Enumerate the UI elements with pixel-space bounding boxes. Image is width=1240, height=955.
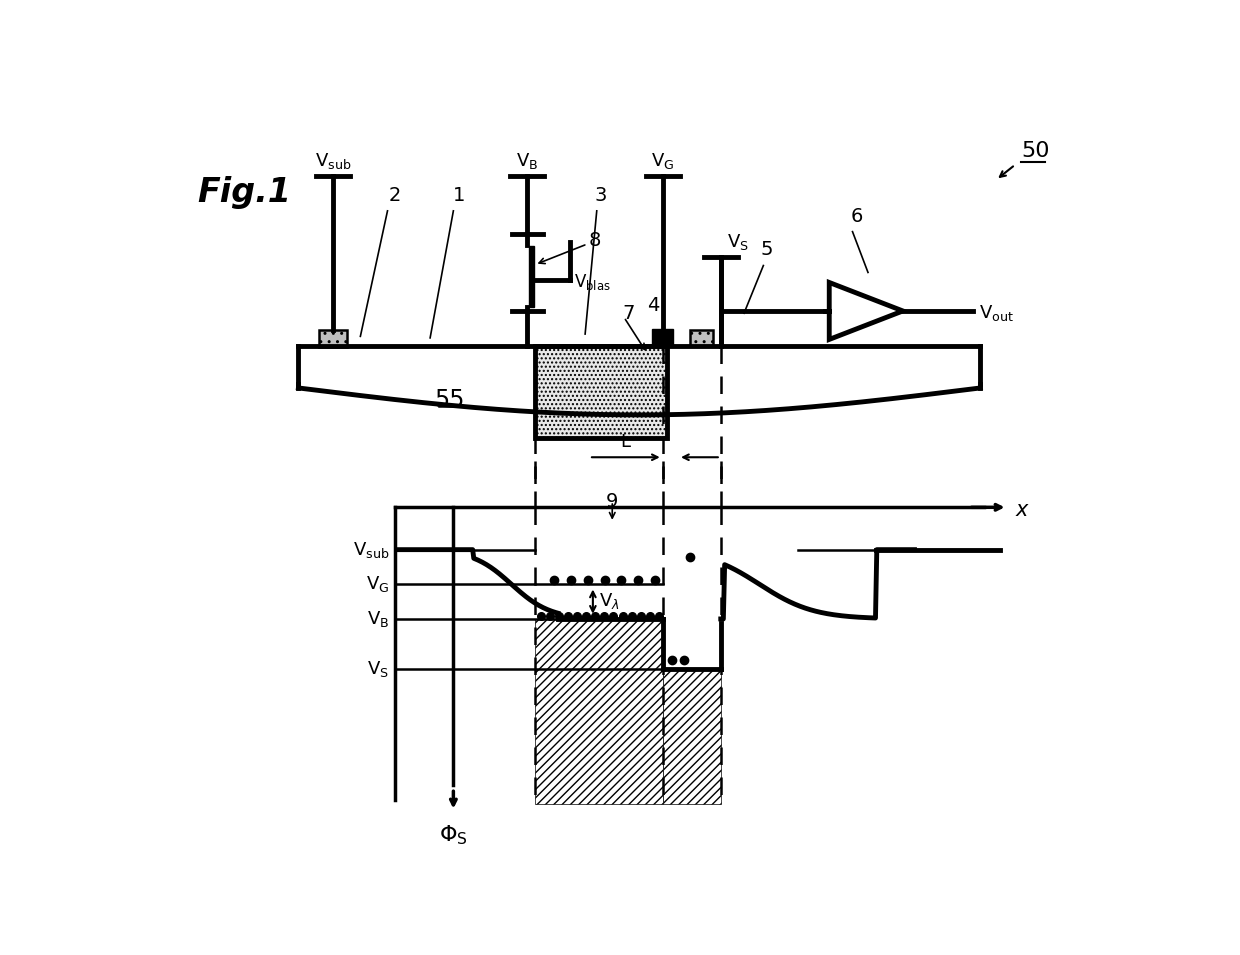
Bar [689,330,713,346]
Bar [529,245,534,308]
Text: $\Phi_\mathregular{S}$: $\Phi_\mathregular{S}$ [439,823,467,846]
Text: 2: 2 [389,186,402,205]
Text: 3: 3 [594,186,606,205]
Text: V$_\mathregular{G}$: V$_\mathregular{G}$ [651,151,675,171]
Text: x: x [1016,499,1028,520]
Bar [534,669,662,804]
Text: V$_\mathregular{S}$: V$_\mathregular{S}$ [727,232,749,252]
Bar [652,329,673,346]
Text: V$_\mathregular{G}$: V$_\mathregular{G}$ [366,574,389,594]
Text: L: L [620,433,630,451]
Text: 7: 7 [622,304,635,323]
Text: V$_\mathregular{out}$: V$_\mathregular{out}$ [978,304,1013,323]
Text: 55: 55 [434,388,465,412]
Bar [534,619,662,669]
Text: Fig.1: Fig.1 [197,177,291,209]
Text: V$_\mathregular{B}$: V$_\mathregular{B}$ [516,151,538,171]
Bar [662,669,720,804]
Text: V$_\mathregular{sub}$: V$_\mathregular{sub}$ [315,151,351,171]
Text: 1: 1 [453,186,465,205]
Text: V$_\lambda$: V$_\lambda$ [599,591,620,611]
Text: 9: 9 [606,492,619,511]
Text: 5: 5 [761,241,774,260]
Text: V$_\mathregular{blas}$: V$_\mathregular{blas}$ [573,272,610,292]
Bar [534,346,667,438]
Text: V$_\mathregular{sub}$: V$_\mathregular{sub}$ [352,540,389,560]
Text: V$_\mathregular{B}$: V$_\mathregular{B}$ [367,609,389,629]
Polygon shape [830,283,903,339]
Text: 50: 50 [1022,140,1050,160]
Text: 4: 4 [647,296,660,315]
Bar [320,330,347,347]
Text: V$_\mathregular{S}$: V$_\mathregular{S}$ [367,659,389,679]
Text: 8: 8 [589,230,601,249]
Text: 6: 6 [851,207,863,226]
